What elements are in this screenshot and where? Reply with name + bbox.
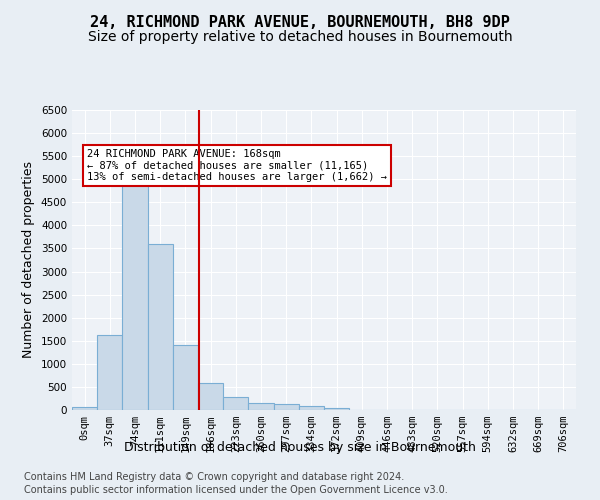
Bar — [274, 404, 299, 410]
Bar — [97, 335, 122, 410]
Text: Size of property relative to detached houses in Bournemouth: Size of property relative to detached ho… — [88, 30, 512, 44]
Text: Distribution of detached houses by size in Bournemouth: Distribution of detached houses by size … — [124, 441, 476, 454]
Y-axis label: Number of detached properties: Number of detached properties — [22, 162, 35, 358]
Text: Contains public sector information licensed under the Open Government Licence v3: Contains public sector information licen… — [24, 485, 448, 495]
Bar — [148, 244, 173, 410]
Text: Contains HM Land Registry data © Crown copyright and database right 2024.: Contains HM Land Registry data © Crown c… — [24, 472, 404, 482]
Bar — [248, 403, 274, 410]
Text: 24, RICHMOND PARK AVENUE, BOURNEMOUTH, BH8 9DP: 24, RICHMOND PARK AVENUE, BOURNEMOUTH, B… — [90, 15, 510, 30]
Bar — [299, 406, 324, 410]
Bar — [72, 407, 97, 410]
Bar — [173, 346, 198, 410]
Bar — [324, 408, 349, 410]
Bar — [198, 383, 223, 410]
Bar — [122, 176, 148, 410]
Bar — [223, 396, 248, 410]
Text: 24 RICHMOND PARK AVENUE: 168sqm
← 87% of detached houses are smaller (11,165)
13: 24 RICHMOND PARK AVENUE: 168sqm ← 87% of… — [87, 149, 387, 182]
